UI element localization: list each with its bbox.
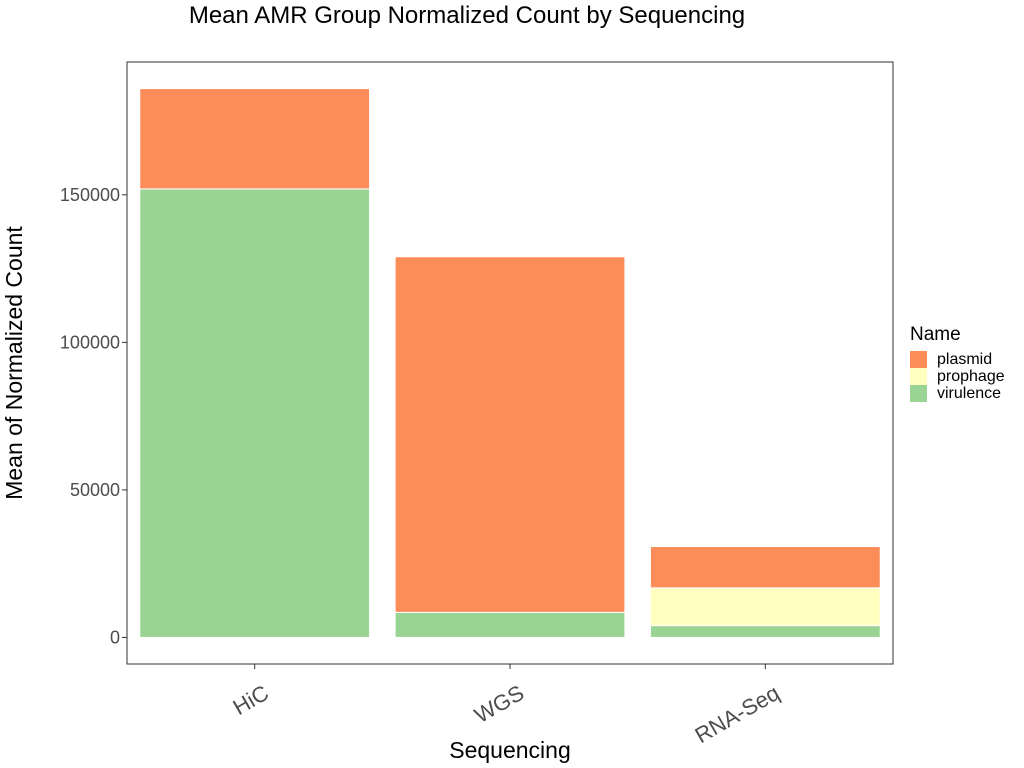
plot-area: HiC WGS RNA-Seq 0 50000 100000 150000 [60,61,894,748]
bar-virulence-rna-seq [649,625,881,638]
y-tick-label: 0 [110,627,120,647]
x-axis-title: Sequencing [449,737,571,763]
y-tick-label: 150000 [60,185,120,205]
x-tick-label: RNA-Seq [691,680,784,748]
y-tick-label: 100000 [60,332,120,352]
x-tick-label: WGS [470,680,528,728]
chart-title: Mean AMR Group Normalized Count by Seque… [189,2,745,29]
bar-plasmid-hic [139,88,371,190]
bar-virulence-wgs [394,611,626,638]
x-tick-label: HiC [229,680,273,720]
legend-key-virulence [910,385,927,402]
legend-title: Name [910,324,961,345]
bar-prophage-rna-seq [649,587,881,627]
y-tick-label: 50000 [70,480,120,500]
bar-virulence-hic [139,188,371,638]
legend-label-virulence: virulence [937,385,1001,402]
legend-key-plasmid [910,351,927,368]
bar-plasmid-rna-seq [649,546,881,589]
y-axis-title: Mean of Normalized Count [1,226,27,500]
legend-label-prophage: prophage [937,368,1005,385]
bar-plasmid-wgs [394,256,626,613]
legend-key-prophage [910,368,927,385]
legend-label-plasmid: plasmid [937,351,992,368]
plot-border [126,61,894,665]
